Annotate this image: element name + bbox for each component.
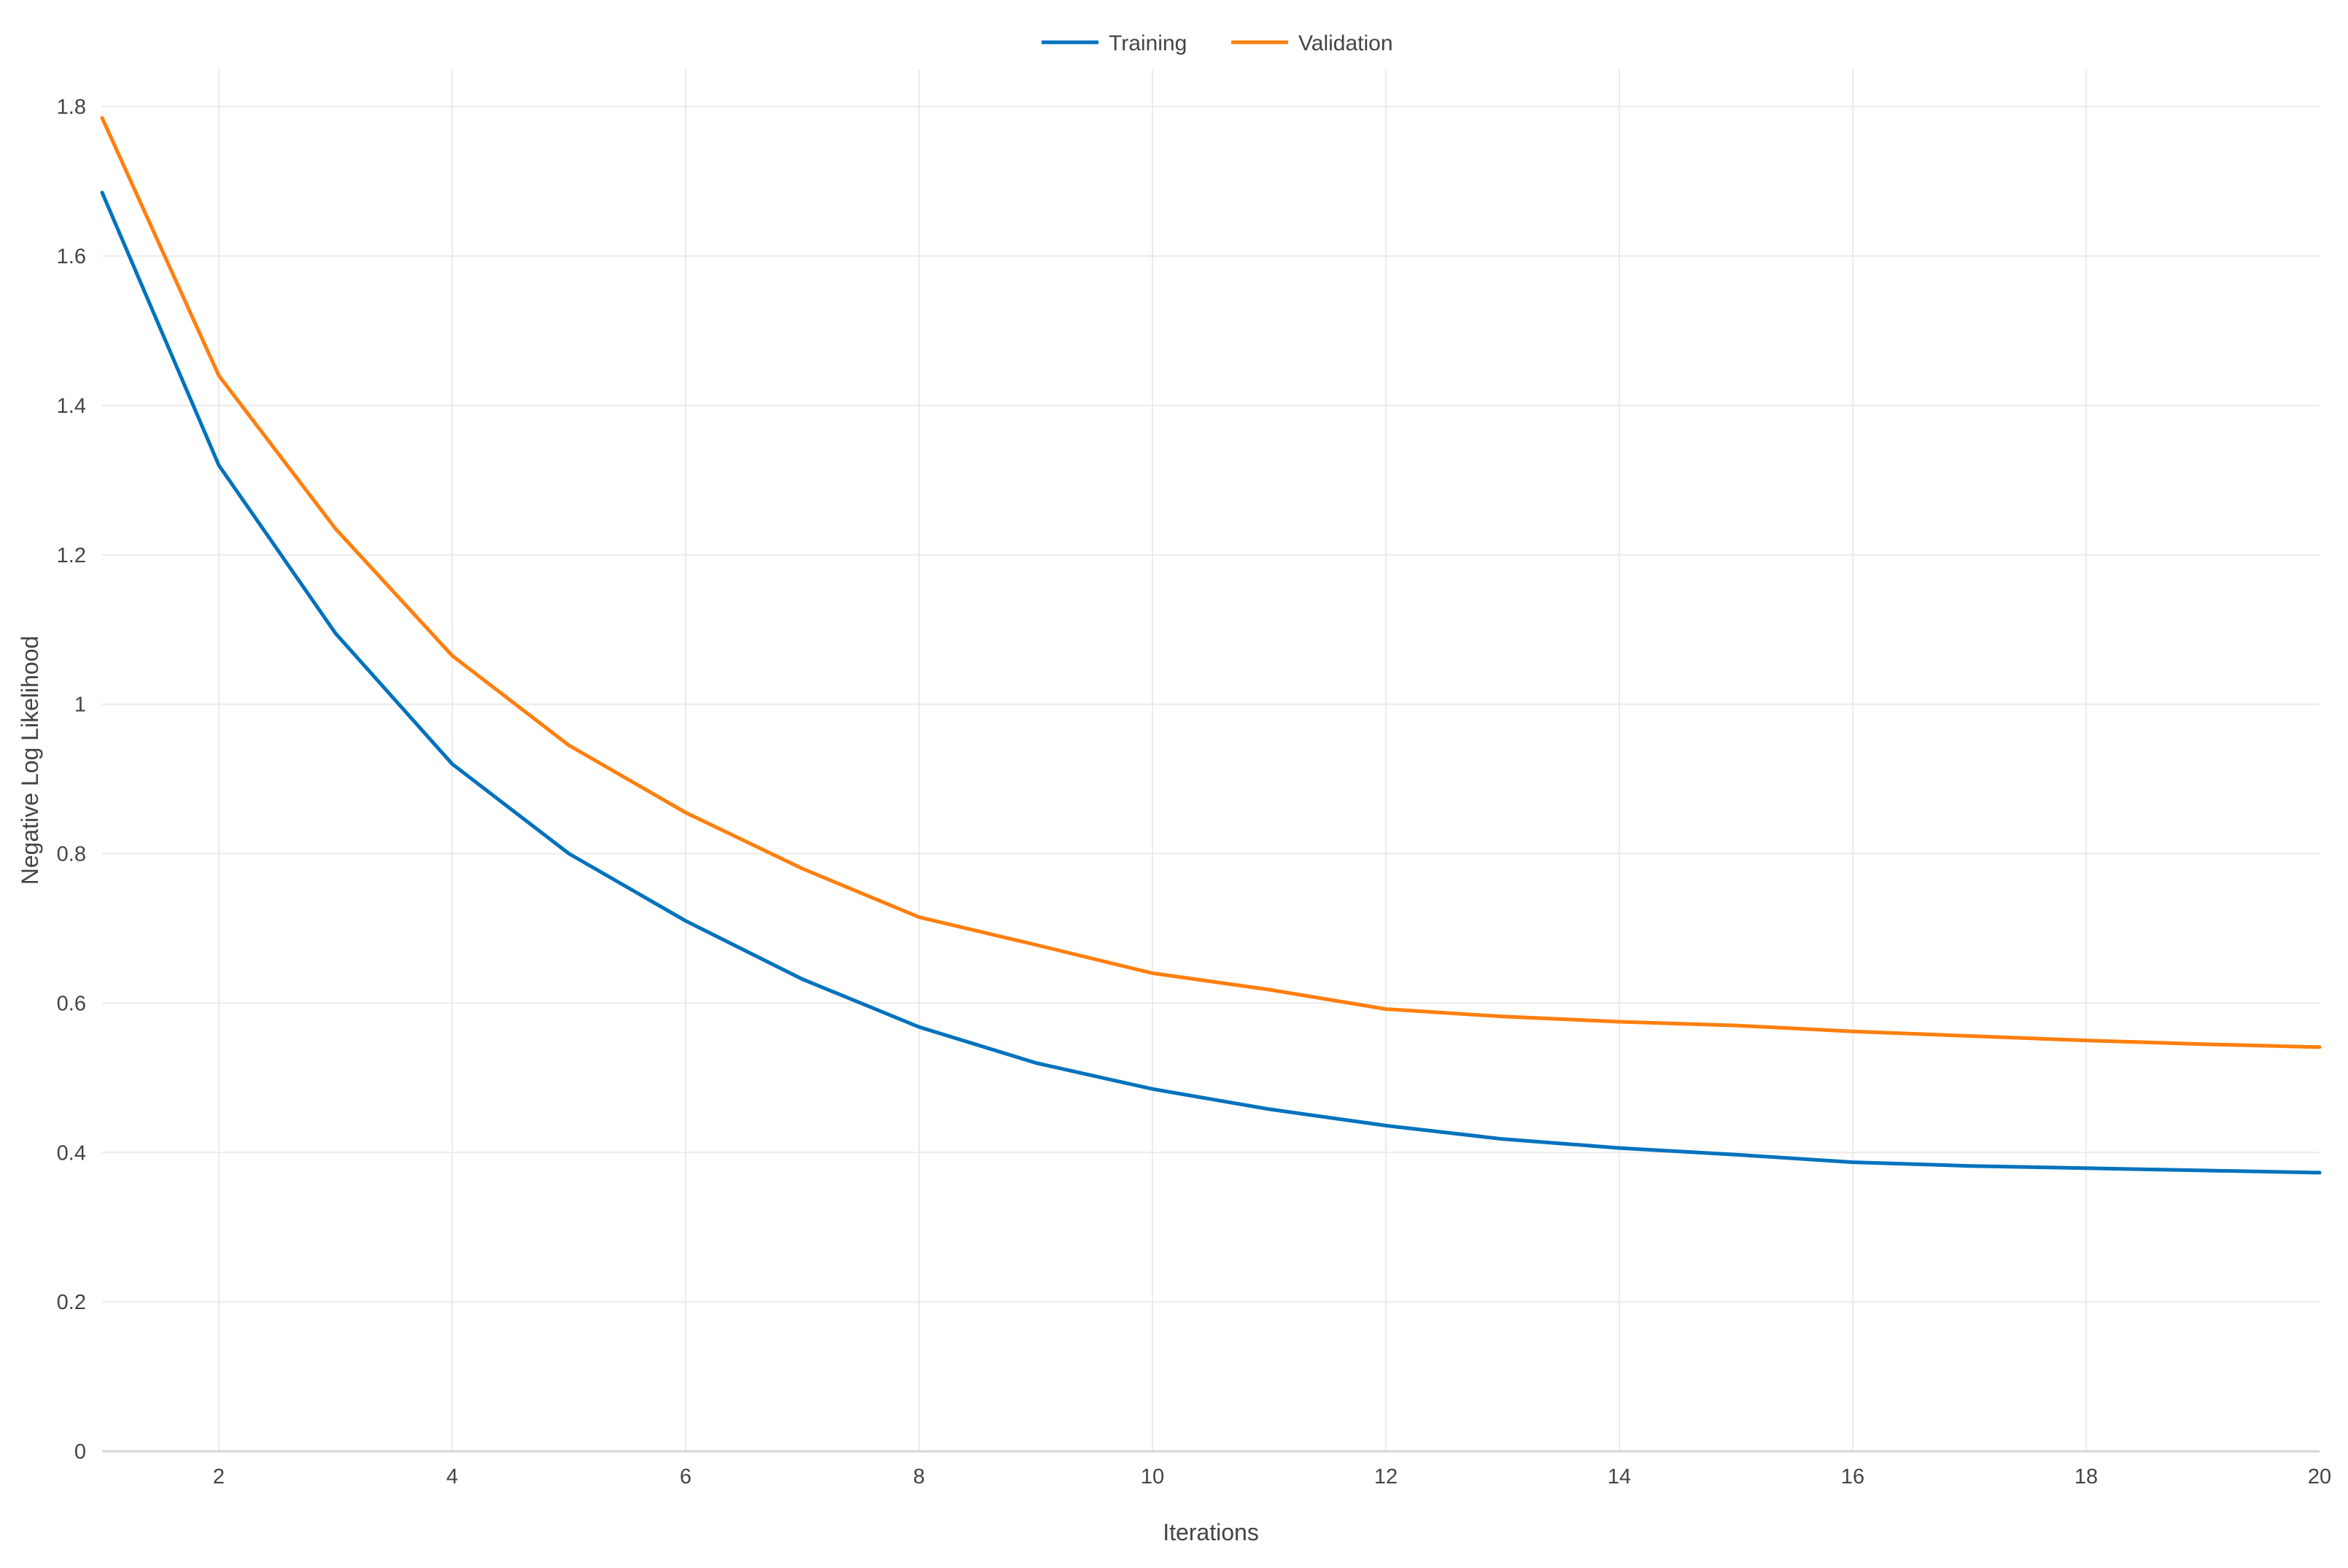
data-point-training[interactable]: [1617, 1146, 1621, 1150]
data-point-validation[interactable]: [567, 743, 571, 748]
y-tick-label: 0: [74, 1440, 86, 1464]
y-tick-label: 0.2: [57, 1291, 86, 1314]
legend-item-training[interactable]: Training: [1042, 31, 1187, 55]
data-point-validation[interactable]: [1150, 971, 1155, 975]
data-point-validation[interactable]: [1734, 1023, 1738, 1028]
y-tick-label: 1.8: [57, 96, 86, 119]
data-point-validation[interactable]: [217, 373, 221, 378]
x-tick-label: 14: [1608, 1465, 1631, 1489]
y-axis-title: Negative Log Likelihood: [17, 636, 43, 885]
x-tick-label: 6: [680, 1465, 691, 1489]
data-point-validation[interactable]: [1500, 1014, 1505, 1019]
data-point-training[interactable]: [1267, 1107, 1271, 1111]
y-tick-label: 1.6: [57, 245, 86, 268]
data-point-training[interactable]: [1500, 1137, 1505, 1141]
legend-item-validation[interactable]: Validation: [1231, 31, 1393, 55]
grid-lines: [102, 69, 2320, 1451]
data-point-training[interactable]: [1034, 1060, 1038, 1065]
data-point-validation[interactable]: [1034, 943, 1038, 947]
x-tick-label: 18: [2074, 1465, 2098, 1489]
data-point-validation[interactable]: [1267, 987, 1271, 992]
data-point-training[interactable]: [1384, 1123, 1388, 1128]
data-point-validation[interactable]: [2084, 1039, 2088, 1043]
x-tick-label: 4: [446, 1465, 458, 1489]
data-point-training[interactable]: [1150, 1087, 1155, 1091]
data-point-training[interactable]: [2317, 1171, 2322, 1175]
data-point-training[interactable]: [333, 631, 338, 635]
data-point-validation[interactable]: [917, 915, 921, 920]
x-tick-label: 10: [1141, 1465, 1164, 1489]
data-point-training[interactable]: [917, 1025, 921, 1029]
y-tick-label: 0.6: [57, 992, 86, 1015]
data-point-validation[interactable]: [100, 116, 104, 120]
y-tick-label: 0.8: [57, 843, 86, 866]
data-point-training[interactable]: [800, 977, 805, 982]
series-line-validation[interactable]: [100, 116, 2322, 1049]
data-point-training[interactable]: [2201, 1168, 2205, 1173]
data-point-training[interactable]: [2084, 1166, 2088, 1171]
x-tick-label: 20: [2308, 1465, 2331, 1489]
y-tick-label: 0.4: [57, 1141, 86, 1165]
data-point-training[interactable]: [217, 463, 221, 467]
data-point-validation[interactable]: [1851, 1029, 1855, 1033]
data-point-training[interactable]: [567, 852, 571, 856]
data-point-validation[interactable]: [800, 866, 805, 871]
tick-labels: 0 0.2 0.4 0.6 0.8 1 1.2 1.4 1.6 1.8 2 4 6 8 10 12 14 16 18…: [57, 96, 2331, 1489]
data-point-training[interactable]: [1967, 1164, 1972, 1168]
data-point-training[interactable]: [100, 190, 104, 195]
legend[interactable]: Training Validation: [1042, 31, 1393, 55]
legend-label: Training: [1109, 31, 1187, 55]
x-tick-label: 12: [1374, 1465, 1398, 1489]
data-point-validation[interactable]: [1384, 1007, 1388, 1012]
data-point-training[interactable]: [1851, 1160, 1855, 1165]
data-point-validation[interactable]: [2317, 1045, 2322, 1049]
y-tick-label: 1: [74, 694, 86, 717]
data-point-training[interactable]: [450, 762, 454, 766]
data-point-validation[interactable]: [2201, 1042, 2205, 1047]
series-line-training[interactable]: [100, 190, 2322, 1175]
x-tick-label: 8: [913, 1465, 925, 1489]
data-point-validation[interactable]: [1617, 1020, 1621, 1024]
data-point-validation[interactable]: [683, 810, 688, 815]
data-point-training[interactable]: [683, 919, 688, 923]
x-tick-label: 16: [1841, 1465, 1864, 1489]
series-lines: [100, 116, 2322, 1175]
x-tick-label: 2: [213, 1465, 225, 1489]
data-point-validation[interactable]: [333, 527, 338, 531]
legend-label: Validation: [1298, 31, 1393, 55]
data-point-training[interactable]: [1734, 1152, 1738, 1157]
data-point-validation[interactable]: [450, 653, 454, 658]
x-axis-title: Iterations: [1163, 1519, 1259, 1545]
data-point-validation[interactable]: [1967, 1033, 1972, 1038]
y-tick-label: 1.4: [57, 395, 86, 418]
y-tick-label: 1.2: [57, 544, 86, 567]
